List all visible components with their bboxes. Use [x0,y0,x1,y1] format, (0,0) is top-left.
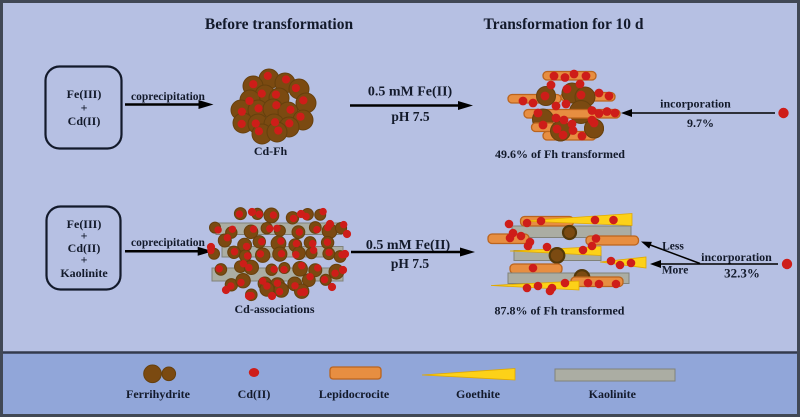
svg-text:9.7%: 9.7% [687,116,714,130]
svg-text:Fe(III): Fe(III) [67,87,102,101]
svg-text:Cd-associations: Cd-associations [234,302,314,316]
svg-text:Less: Less [662,241,684,253]
svg-text:0.5 mM Fe(II): 0.5 mM Fe(II) [368,85,453,100]
svg-text:Transformation for 10 d: Transformation for 10 d [483,16,643,33]
svg-text:Kaolinite: Kaolinite [589,387,637,401]
svg-text:coprecipitation: coprecipitation [131,91,205,103]
svg-text:pH 7.5: pH 7.5 [391,256,430,271]
svg-text:incorporation: incorporation [701,250,772,264]
svg-text:Before transformation: Before transformation [205,16,354,33]
svg-text:32.3%: 32.3% [724,266,760,281]
svg-text:Cd(II): Cd(II) [68,114,101,128]
svg-text:Goethite: Goethite [456,387,501,401]
svg-text:Cd(II): Cd(II) [238,387,271,401]
svg-text:incorporation: incorporation [660,97,731,111]
svg-text:Fe(III): Fe(III) [67,217,102,231]
svg-text:pH 7.5: pH 7.5 [391,109,430,124]
svg-text:More: More [662,265,689,277]
svg-text:0.5 mM Fe(II): 0.5 mM Fe(II) [366,238,451,253]
svg-text:Kaolinite: Kaolinite [60,266,108,280]
svg-text:Ferrihydrite: Ferrihydrite [126,387,191,401]
svg-text:coprecipitation: coprecipitation [131,237,205,249]
svg-text:49.6% of Fh transformed: 49.6% of Fh transformed [495,147,625,161]
svg-text:Lepidocrocite: Lepidocrocite [319,387,390,401]
svg-text:87.8% of Fh transformed: 87.8% of Fh transformed [495,304,625,318]
svg-text:+: + [81,253,88,267]
svg-text:Cd(II): Cd(II) [68,241,101,255]
svg-text:+: + [81,101,88,115]
svg-text:+: + [81,229,88,243]
svg-text:Cd-Fh: Cd-Fh [254,144,288,158]
